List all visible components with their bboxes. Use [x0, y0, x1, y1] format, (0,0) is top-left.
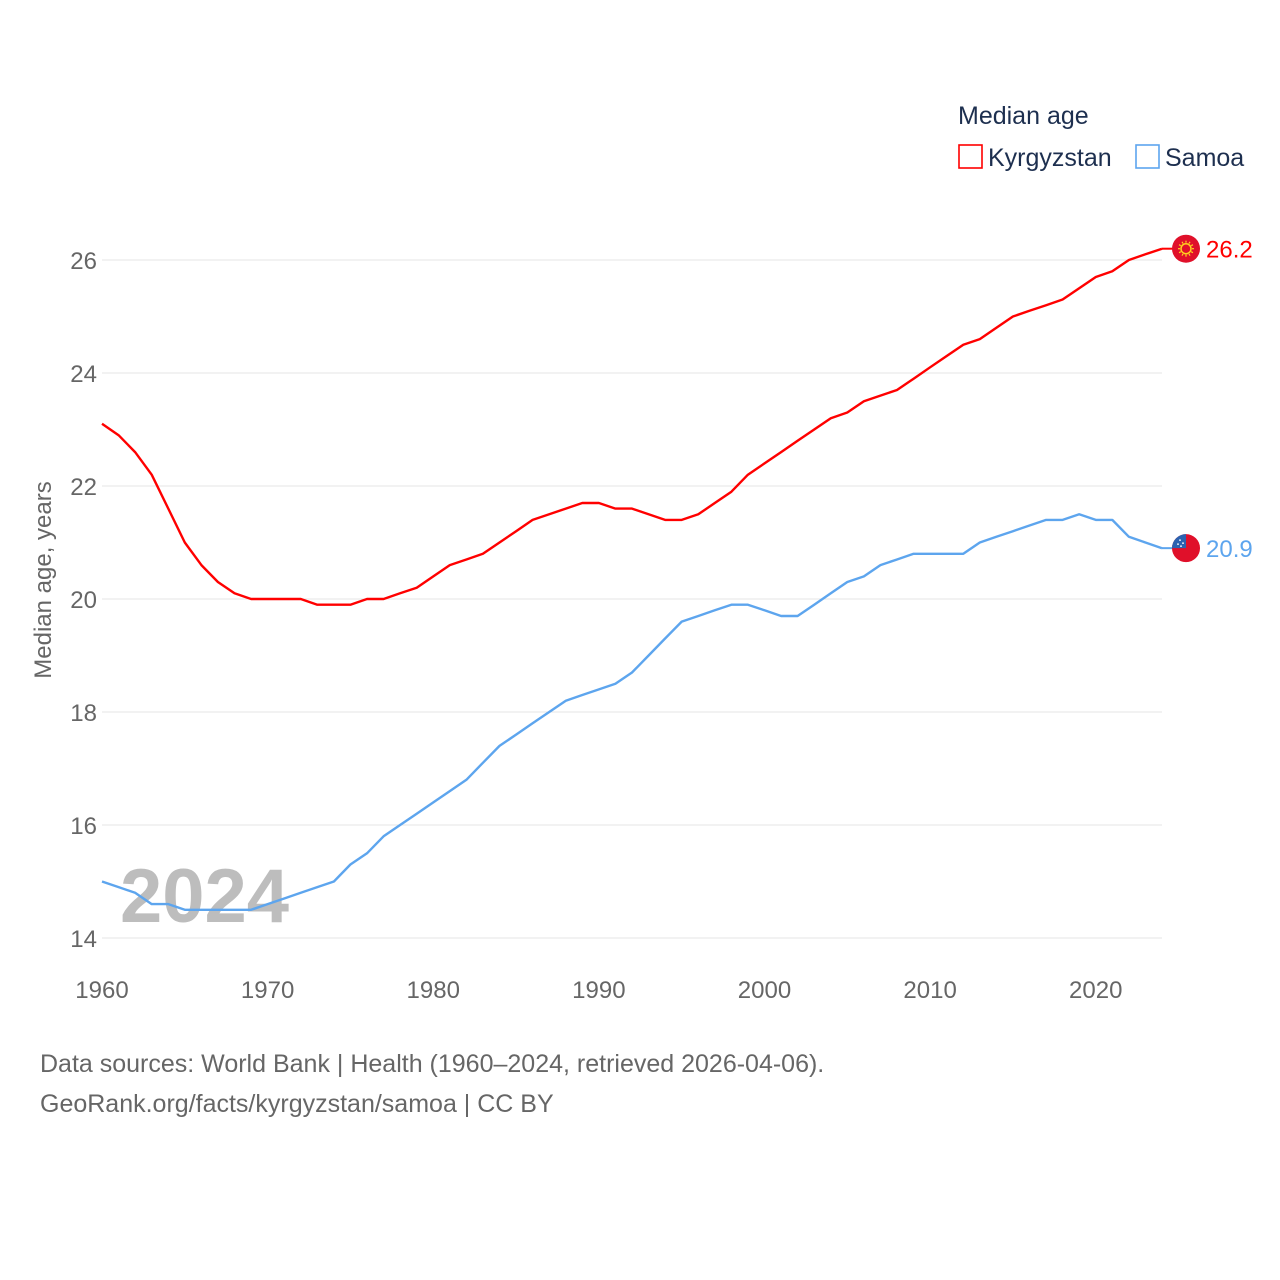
series-line-samoa [101, 513, 1163, 911]
footer: Data sources: World Bank | Health (1960–… [40, 1044, 824, 1124]
data-sources: Data sources: World Bank | Health (1960–… [40, 1050, 825, 1078]
y-tick-label: 16 [70, 813, 97, 840]
x-axis-ticks: 1960 1970 1980 1990 2000 2010 2020 [75, 977, 1122, 1004]
kyrgyzstan-flag-icon [1172, 234, 1200, 263]
end-value-label: 20.9 [1206, 536, 1253, 563]
legend-label: Kyrgyzstan [988, 144, 1112, 172]
source-link[interactable]: GeoRank.org/facts/kyrgyzstan/samoa | CC … [40, 1090, 554, 1118]
x-tick-label: 2010 [903, 977, 956, 1004]
x-tick-label: 1990 [572, 977, 625, 1004]
y-tick-label: 20 [70, 587, 97, 614]
legend: Median age Kyrgyzstan Samoa [958, 102, 1244, 172]
legend-item-kyrgyzstan[interactable]: Kyrgyzstan [958, 144, 1112, 172]
y-tick-label: 18 [70, 700, 97, 727]
legend-swatch [1135, 144, 1160, 169]
y-tick-label: 26 [70, 248, 97, 275]
series-end-markers: 26.2 20.9 [1162, 234, 1253, 563]
year-watermark: 2024 [120, 854, 289, 939]
legend-item-samoa[interactable]: Samoa [1135, 144, 1244, 172]
y-tick-label: 14 [70, 926, 97, 953]
x-tick-label: 1960 [75, 977, 128, 1004]
legend-swatch [958, 144, 983, 169]
x-tick-label: 2020 [1069, 977, 1122, 1004]
y-tick-label: 22 [70, 474, 97, 501]
x-tick-label: 1980 [407, 977, 460, 1004]
y-axis-ticks: 14 16 18 20 22 24 26 [70, 248, 97, 953]
y-axis-label: Median age, years [30, 481, 57, 678]
legend-title: Median age [958, 102, 1089, 130]
legend-label: Samoa [1165, 144, 1244, 172]
series-lines [101, 247, 1163, 911]
y-tick-label: 24 [70, 361, 97, 388]
samoa-flag-icon [1172, 534, 1200, 563]
x-tick-label: 2000 [738, 977, 791, 1004]
end-value-label: 26.2 [1206, 237, 1253, 264]
series-line-kyrgyzstan [101, 247, 1163, 606]
x-tick-label: 1970 [241, 977, 294, 1004]
